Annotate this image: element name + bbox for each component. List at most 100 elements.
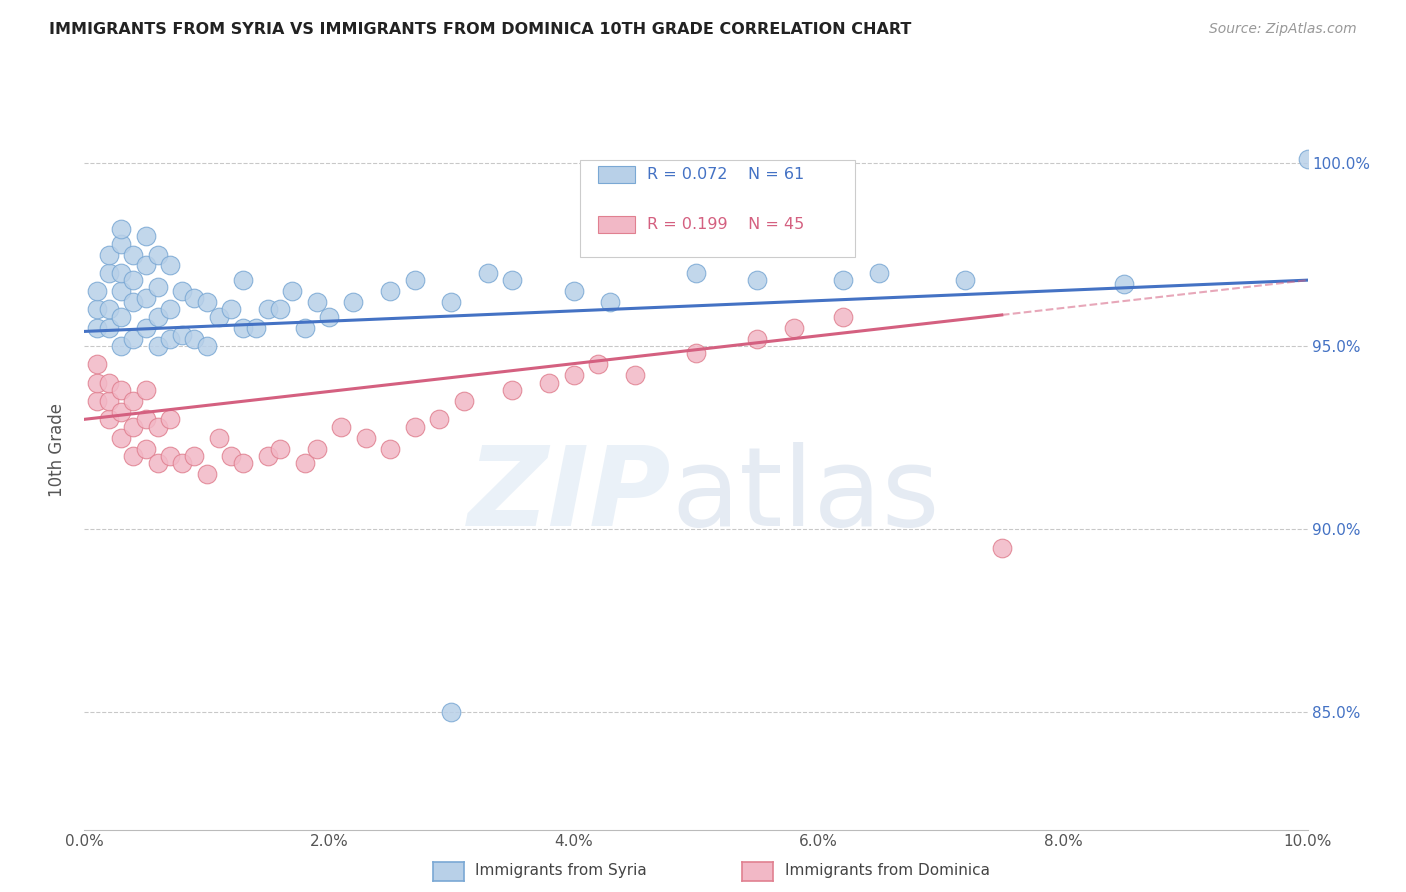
Point [135,292,157,306]
FancyBboxPatch shape [579,160,855,257]
Point [135,259,157,273]
Point [172,328,194,343]
Point [146,456,169,470]
Point [831,310,853,324]
Point [135,229,157,244]
Point [110,222,132,236]
Point [440,706,463,720]
Text: IMMIGRANTS FROM SYRIA VS IMMIGRANTS FROM DOMINICA 10TH GRADE CORRELATION CHART: IMMIGRANTS FROM SYRIA VS IMMIGRANTS FROM… [49,22,911,37]
Point [86,394,108,409]
Point [953,273,976,287]
Point [404,273,426,287]
Point [232,273,254,287]
Point [135,320,157,334]
Text: Source: ZipAtlas.com: Source: ZipAtlas.com [1209,22,1357,37]
Point [991,541,1014,555]
Point [97,247,120,261]
Point [232,320,254,334]
Point [122,419,145,434]
Point [318,310,340,324]
Point [599,295,621,310]
Point [183,449,205,463]
Point [172,284,194,298]
Point [110,266,132,280]
Point [86,284,108,298]
Point [122,247,145,261]
Text: atlas: atlas [672,442,941,549]
Point [477,266,499,280]
Point [110,339,132,353]
Point [86,320,108,334]
Point [183,332,205,346]
Point [135,412,157,426]
Point [269,442,291,456]
Point [208,310,231,324]
Point [159,302,181,317]
Point [305,442,328,456]
Point [97,394,120,409]
Point [97,412,120,426]
Point [135,383,157,397]
Point [586,358,609,372]
Point [783,320,806,334]
Point [219,449,242,463]
Point [354,431,377,445]
Point [245,320,267,334]
Point [502,383,524,397]
Point [159,412,181,426]
Point [502,273,524,287]
Point [342,295,364,310]
Point [427,412,450,426]
Point [146,310,169,324]
Point [380,442,402,456]
Point [624,368,647,383]
Point [538,376,561,390]
Point [208,431,231,445]
Point [195,339,218,353]
Point [159,332,181,346]
Point [1296,153,1319,167]
Point [562,284,585,298]
Point [146,247,169,261]
Point [122,449,145,463]
Point [110,310,132,324]
Point [281,284,304,298]
Point [685,346,707,360]
Point [159,449,181,463]
Point [122,332,145,346]
Point [453,394,475,409]
Point [294,320,316,334]
Point [305,295,328,310]
Point [685,266,707,280]
Text: ZIP: ZIP [468,442,672,549]
Point [232,456,254,470]
Point [110,236,132,251]
Point [146,419,169,434]
Point [747,273,769,287]
Point [110,431,132,445]
Point [97,320,120,334]
Point [135,442,157,456]
Point [257,302,280,317]
Point [183,292,205,306]
Bar [598,166,636,183]
Point [86,302,108,317]
Point [110,284,132,298]
Point [172,456,194,470]
Bar [598,216,636,233]
Point [257,449,280,463]
Point [562,368,585,383]
Point [122,273,145,287]
Point [195,295,218,310]
Point [97,376,120,390]
Point [747,332,769,346]
Point [110,405,132,419]
Point [146,339,169,353]
Point [97,302,120,317]
Point [1114,277,1136,291]
Point [122,394,145,409]
Point [97,266,120,280]
Point [440,295,463,310]
Point [86,358,108,372]
Text: R = 0.072    N = 61: R = 0.072 N = 61 [647,167,804,182]
